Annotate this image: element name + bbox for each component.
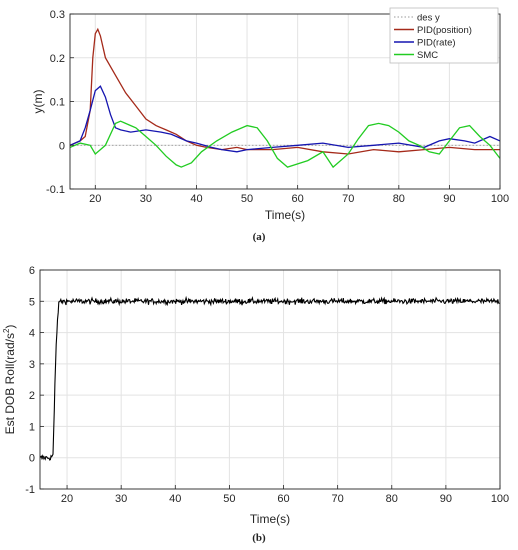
x-tick-label: 30	[140, 193, 152, 205]
x-tick-label: 80	[386, 493, 398, 505]
chart-2: 20 30 40 50 60 70 80 90 100 -1 0 1 2 3 4 5 6 Time(s) Est D…	[2, 265, 509, 544]
x-tick-label: 60	[277, 493, 289, 505]
y-axis-label-text: Est DOB Roll(rad/s	[3, 333, 17, 434]
y-tick-label: 5	[29, 296, 35, 308]
y-tick-label: 0.3	[50, 9, 65, 21]
y-axis-label-superscript: 2	[2, 328, 11, 333]
legend-entry: PID(position)	[417, 25, 472, 36]
x-tick-label: 50	[223, 493, 235, 505]
x-tick-label: 100	[491, 493, 509, 505]
x-axis-label: Time(s)	[250, 512, 290, 526]
x-tick-label: 70	[332, 493, 344, 505]
plot-area	[40, 270, 500, 489]
x-tick-label: 40	[190, 193, 202, 205]
x-tick-label: 60	[292, 193, 304, 205]
x-axis-label: Time(s)	[265, 208, 305, 222]
figure-caption: (a)	[253, 231, 266, 243]
y-tick-label: 2	[29, 390, 35, 402]
x-tick-label: 20	[89, 193, 101, 205]
y-tick-label: 0	[59, 140, 65, 152]
y-axis-label-suffix: )	[3, 325, 17, 329]
x-tick-label: 40	[169, 493, 181, 505]
x-tick-label: 90	[440, 493, 452, 505]
y-tick-label: 0	[29, 453, 35, 465]
x-tick-label: 80	[393, 193, 405, 205]
chart-1: 20 30 40 50 60 70 80 90 100 -0.1 0 0.1 0.2 0.3 Time(s)…	[31, 7, 509, 243]
legend-entry: PID(rate)	[417, 38, 456, 49]
series-line-pid-rate	[70, 85, 500, 153]
x-tick-label: 50	[241, 193, 253, 205]
series-line-pid-position	[70, 27, 500, 155]
y-tick-label: 4	[29, 328, 35, 340]
y-axis-label-text: y(m)	[31, 90, 45, 114]
figure-caption: (b)	[252, 532, 266, 544]
series-line-smc	[70, 120, 500, 169]
y-tick-label: 0.1	[50, 97, 65, 109]
y-axis-label: y(m)	[31, 90, 45, 114]
y-tick-label: 3	[29, 359, 35, 371]
y-tick-label: -0.1	[46, 184, 65, 196]
x-tick-label: 70	[342, 193, 354, 205]
x-tick-label: 100	[491, 193, 509, 205]
y-tick-label: 0.2	[50, 53, 65, 65]
x-tick-label: 20	[61, 493, 73, 505]
y-axis-label: Est DOB Roll(rad/s2)	[2, 325, 17, 435]
series-line	[40, 295, 500, 461]
legend-entry: SMC	[417, 50, 438, 61]
y-tick-label: -1	[25, 484, 35, 496]
x-tick-label: 30	[115, 493, 127, 505]
x-tick-label: 90	[443, 193, 455, 205]
y-tick-label: 1	[29, 421, 35, 433]
legend-entry: des y	[417, 13, 440, 24]
axes-box	[39, 269, 501, 490]
y-tick-label: 6	[29, 265, 35, 277]
